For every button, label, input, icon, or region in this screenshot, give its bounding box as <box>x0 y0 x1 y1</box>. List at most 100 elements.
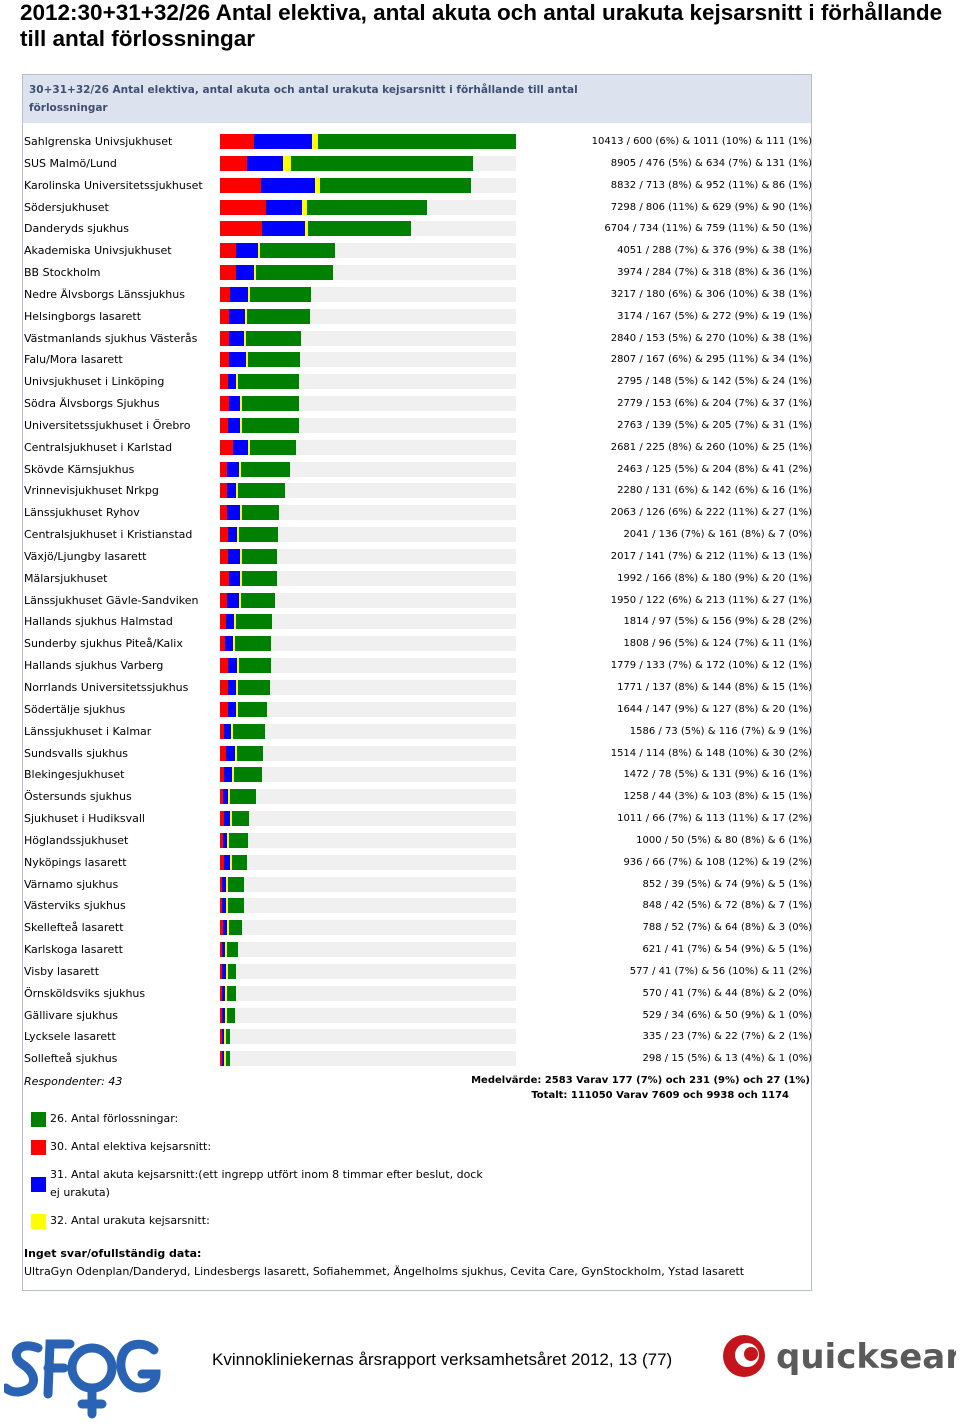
bar-segment-urgent <box>311 134 318 149</box>
bar-segment-urgent <box>239 505 242 520</box>
value-label: 1011 / 66 (7%) & 113 (11%) & 17 (2%) <box>617 813 812 824</box>
bar-segment-births <box>241 593 276 608</box>
bar-track <box>220 396 516 411</box>
chart-title: 30+31+32/26 Antal elektiva, antal akuta … <box>29 84 578 114</box>
bar-segment-births <box>306 200 428 215</box>
bar-segment-elective <box>220 265 237 280</box>
value-label: 2280 / 131 (6%) & 142 (6%) & 16 (1%) <box>617 485 812 496</box>
legend-item-births: 26. Antal förlossningar: <box>31 1110 531 1130</box>
hospital-name: Helsingborgs lasarett <box>24 310 142 323</box>
bar-track <box>220 462 516 477</box>
value-label: 852 / 39 (5%) & 74 (9%) & 5 (1%) <box>642 879 812 890</box>
bar-segment-urgent <box>239 418 242 433</box>
bar-track <box>220 898 516 913</box>
bar-segment-elective <box>220 134 255 149</box>
bar-segment-urgent <box>235 483 238 498</box>
bar-segment-urgent <box>230 724 233 739</box>
bar-track <box>220 942 516 957</box>
bar-segment-births <box>248 352 300 367</box>
value-label: 1586 / 73 (5%) & 116 (7%) & 9 (1%) <box>629 726 812 737</box>
hospital-name: Länssjukhuset Gävle-Sandviken <box>24 594 199 607</box>
bar-segment-elective <box>220 986 223 1001</box>
bar-segment-births <box>249 440 297 455</box>
bar-track <box>220 1008 516 1023</box>
bar-segment-acute <box>222 877 227 892</box>
hospital-name: Värnamo sjukhus <box>24 878 119 891</box>
no-answer-heading: Inget svar/ofullständig data: <box>24 1247 202 1260</box>
bar-segment-elective <box>220 549 229 564</box>
legend-label: 32. Antal urakuta kejsarsnitt: <box>50 1214 210 1227</box>
value-label: 2840 / 153 (5%) & 270 (10%) & 38 (1%) <box>610 333 812 344</box>
bar-segment-acute <box>222 1029 224 1044</box>
value-label: 1992 / 166 (8%) & 180 (9%) & 20 (1%) <box>617 573 812 584</box>
hospital-name: Vrinnevisjukhuset Nrkpg <box>24 484 159 497</box>
bar-segment-acute <box>228 396 241 411</box>
hospital-name: Danderyds sjukhus <box>24 222 129 235</box>
bar-segment-elective <box>220 287 231 302</box>
bar-track <box>220 636 516 651</box>
hospital-name: Nedre Älvsborgs Länssjukhus <box>24 288 185 301</box>
bar-segment-births <box>237 680 271 695</box>
bar-segment-urgent <box>247 287 250 302</box>
bar-segment-elective <box>220 483 228 498</box>
no-answer-list: UltraGyn Odenplan/Danderyd, Lindesbergs … <box>24 1265 745 1278</box>
hospital-name: Lycksele lasarett <box>24 1030 116 1043</box>
hospital-name: Gällivare sjukhus <box>24 1009 119 1022</box>
bar-segment-urgent <box>239 593 242 608</box>
sfog-logo <box>4 1339 161 1419</box>
bar-segment-acute <box>227 483 236 498</box>
value-label: 1644 / 147 (9%) & 127 (8%) & 20 (1%) <box>617 704 812 715</box>
bar-segment-elective <box>220 593 227 608</box>
chart-panel: 30+31+32/26 Antal elektiva, antal akuta … <box>22 74 812 1291</box>
bar-segment-acute <box>228 549 241 564</box>
bar-segment-elective <box>220 418 228 433</box>
bar-segment-births <box>226 986 237 1001</box>
bar-segment-urgent <box>224 1051 226 1066</box>
bar-track <box>220 549 516 564</box>
bar-segment-births <box>228 920 243 935</box>
bar-segment-urgent <box>254 265 257 280</box>
value-label: 3974 / 284 (7%) & 318 (8%) & 36 (1%) <box>617 267 812 278</box>
page-footer: Kvinnokliniekernas årsrapport verksamhet… <box>212 1350 673 1369</box>
bar-segment-acute <box>226 746 235 761</box>
bar-segment-elective <box>220 811 224 826</box>
value-label: 621 / 41 (7%) & 54 (9%) & 5 (1%) <box>642 944 812 955</box>
bar-segment-urgent <box>224 1029 226 1044</box>
respondents-count: Respondenter: 43 <box>24 1075 123 1088</box>
hospital-name: Sollefteå sjukhus <box>24 1052 118 1065</box>
legend-label: 30. Antal elektiva kejsarsnitt: <box>50 1140 212 1153</box>
hospital-name: Länssjukhuset i Kalmar <box>24 725 152 738</box>
value-label: 529 / 34 (6%) & 50 (9%) & 1 (0%) <box>642 1010 812 1021</box>
bar-segment-urgent <box>232 636 235 651</box>
hospital-name: Universitetssjukhuset i Örebro <box>24 419 191 432</box>
bar-segment-elective <box>220 352 230 367</box>
bar-segment-births <box>317 134 516 149</box>
value-label: 1514 / 114 (8%) & 148 (10%) & 30 (2%) <box>610 748 812 759</box>
bar-segment-elective <box>220 396 229 411</box>
value-label: 2017 / 141 (7%) & 212 (11%) & 13 (1%) <box>610 551 812 562</box>
bar-track <box>220 243 516 258</box>
page-title: 2012:30+31+32/26 Antal elektiva, antal a… <box>20 0 943 51</box>
bar-segment-elective <box>220 680 228 695</box>
bar-segment-births <box>290 156 474 171</box>
bar-segment-births <box>228 877 245 892</box>
bar-segment-urgent <box>244 331 247 346</box>
hospital-name: Skövde Kärnsjukhus <box>24 463 135 476</box>
bar-segment-elective <box>220 331 229 346</box>
bar-segment-acute <box>225 636 233 651</box>
bar-segment-acute <box>225 614 235 629</box>
bar-segment-elective <box>220 964 223 979</box>
bar-track <box>220 986 516 1001</box>
bar-segment-elective <box>220 898 223 913</box>
bar-segment-urgent <box>244 309 247 324</box>
bar-track <box>220 571 516 586</box>
bar-segment-acute <box>222 964 226 979</box>
bar-track <box>220 1029 516 1044</box>
value-label: 1472 / 78 (5%) & 131 (9%) & 16 (1%) <box>623 769 812 780</box>
bar-track <box>220 287 516 302</box>
value-label: 3174 / 167 (5%) & 272 (9%) & 19 (1%) <box>617 311 812 322</box>
bar-segment-urgent <box>240 549 243 564</box>
bar-segment-acute <box>222 942 226 957</box>
bar-segment-urgent <box>238 462 242 477</box>
bar-track <box>220 767 516 782</box>
